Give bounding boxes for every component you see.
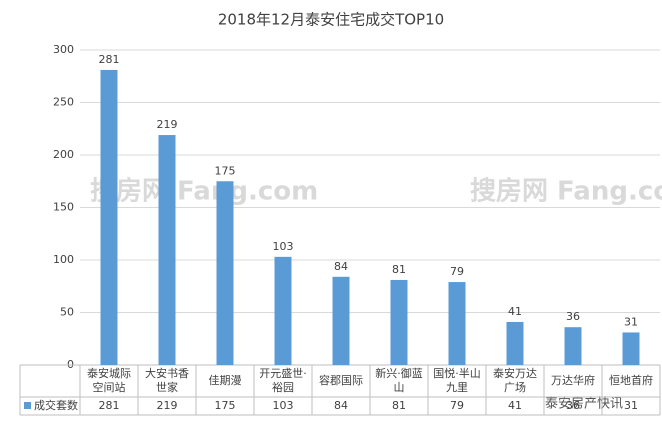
bar xyxy=(564,327,582,365)
data-label: 31 xyxy=(624,315,638,328)
data-label: 36 xyxy=(566,310,580,323)
y-tick-label: 100 xyxy=(53,253,74,266)
x-tick-label-box: 国悦·半山九里 xyxy=(433,367,481,394)
table-value: 219 xyxy=(157,399,178,412)
x-tick-label-box: 泰安城际空间站 xyxy=(87,367,131,394)
bar xyxy=(622,332,640,365)
x-tick-label: 恒地首府 xyxy=(609,374,653,387)
y-tick-label: 250 xyxy=(53,96,74,109)
data-label: 41 xyxy=(508,305,522,318)
x-tick-label-box: 容郡国际 xyxy=(319,374,363,387)
table-value: 103 xyxy=(273,399,294,412)
y-tick-label: 50 xyxy=(60,306,74,319)
watermark: 搜房网 Fang.com xyxy=(470,177,662,207)
table-value: 281 xyxy=(99,399,120,412)
x-tick-label: 大安书香世家 xyxy=(145,367,189,394)
data-label: 79 xyxy=(450,265,464,278)
data-label: 281 xyxy=(99,53,120,66)
x-tick-label-box: 佳期漫 xyxy=(208,374,242,387)
bar xyxy=(216,181,234,365)
table-value: 175 xyxy=(215,399,236,412)
x-tick-label: 泰安城际空间站 xyxy=(87,367,131,394)
bar xyxy=(274,256,292,365)
y-tick-label: 200 xyxy=(53,148,74,161)
table-value: 41 xyxy=(508,399,522,412)
watermark: 搜房网 Fang.com xyxy=(90,177,318,207)
data-label: 103 xyxy=(273,240,294,253)
legend-swatch xyxy=(24,402,31,409)
watermark: 泰安房产快讯 xyxy=(545,396,623,412)
x-tick-label-box: 万达华府 xyxy=(551,374,595,387)
x-tick-label: 国悦·半山九里 xyxy=(433,367,481,394)
x-tick-label: 开元盛世·裕园 xyxy=(259,367,307,394)
x-tick-label-box: 大安书香世家 xyxy=(145,367,189,394)
legend-label: 成交套数 xyxy=(34,398,78,412)
data-label: 81 xyxy=(392,263,406,276)
bar xyxy=(506,321,524,365)
y-tick-label: 150 xyxy=(53,201,74,214)
data-label: 219 xyxy=(157,118,178,131)
bar xyxy=(158,135,176,365)
table-value: 31 xyxy=(624,399,638,412)
bar xyxy=(100,69,118,365)
x-tick-label: 新兴·御蓝山 xyxy=(375,367,423,394)
data-label: 84 xyxy=(334,260,348,273)
x-tick-label: 佳期漫 xyxy=(208,374,242,387)
x-tick-label-box: 泰安万达广场 xyxy=(493,367,537,394)
bar xyxy=(390,279,408,365)
data-label: 175 xyxy=(215,164,236,177)
table-value: 84 xyxy=(334,399,348,412)
x-tick-label-box: 新兴·御蓝山 xyxy=(375,367,423,394)
y-tick-label: 300 xyxy=(53,43,74,56)
bar xyxy=(448,282,466,365)
x-tick-label-box: 开元盛世·裕园 xyxy=(259,367,307,394)
x-tick-label: 万达华府 xyxy=(551,374,595,387)
table-value: 36 xyxy=(566,399,580,412)
x-tick-label: 容郡国际 xyxy=(319,374,363,387)
chart-title: 2018年12月泰安住宅成交TOP10 xyxy=(218,11,444,29)
table-value: 79 xyxy=(450,399,464,412)
x-tick-label: 泰安万达广场 xyxy=(493,367,537,394)
bar xyxy=(332,276,350,365)
x-tick-label-box: 恒地首府 xyxy=(609,374,653,387)
table-value: 81 xyxy=(392,399,406,412)
